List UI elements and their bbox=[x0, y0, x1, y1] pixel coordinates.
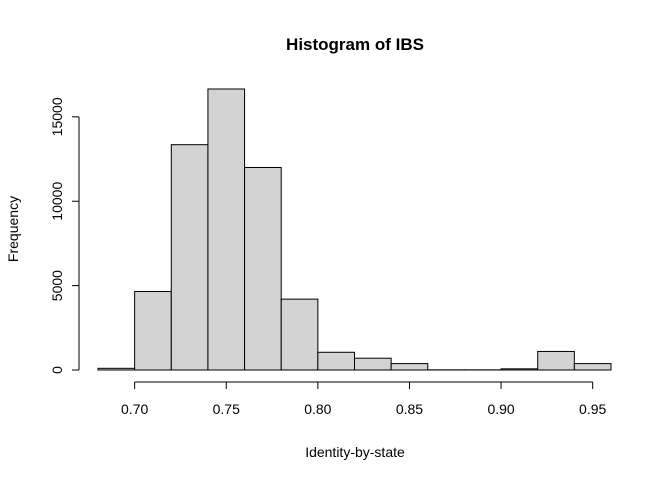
y-tick-label: 5000 bbox=[49, 270, 65, 301]
x-tick-label: 0.80 bbox=[304, 401, 331, 417]
histogram-bar bbox=[244, 166, 282, 371]
histogram-bar bbox=[207, 88, 246, 371]
histogram-bar bbox=[280, 298, 319, 371]
histogram-bar bbox=[134, 291, 172, 371]
y-axis-label: Frequency bbox=[5, 196, 21, 262]
x-tick-label: 0.85 bbox=[396, 401, 423, 417]
histogram-bar bbox=[97, 367, 136, 371]
histogram-bar bbox=[170, 144, 209, 371]
histogram-bar bbox=[390, 363, 429, 371]
histogram-bar bbox=[573, 363, 612, 371]
y-axis: 0 5000 10000 15000 bbox=[49, 97, 80, 374]
y-tick-label: 15000 bbox=[49, 97, 65, 136]
x-axis: 0.70 0.75 0.80 0.85 0.90 0.95 bbox=[121, 381, 607, 417]
histogram-bar bbox=[354, 357, 392, 371]
chart-title: Histogram of IBS bbox=[286, 35, 424, 54]
x-tick-label: 0.75 bbox=[213, 401, 240, 417]
x-tick-label: 0.70 bbox=[121, 401, 148, 417]
x-tick-label: 0.95 bbox=[579, 401, 606, 417]
histogram-bar bbox=[537, 350, 575, 371]
y-tick-label: 0 bbox=[49, 366, 65, 374]
x-tick-label: 0.90 bbox=[487, 401, 514, 417]
histogram-bar bbox=[317, 351, 355, 371]
histogram-bar bbox=[500, 368, 539, 371]
x-axis-label: Identity-by-state bbox=[305, 444, 405, 460]
y-tick-label: 10000 bbox=[49, 182, 65, 221]
bars-group bbox=[97, 88, 612, 371]
